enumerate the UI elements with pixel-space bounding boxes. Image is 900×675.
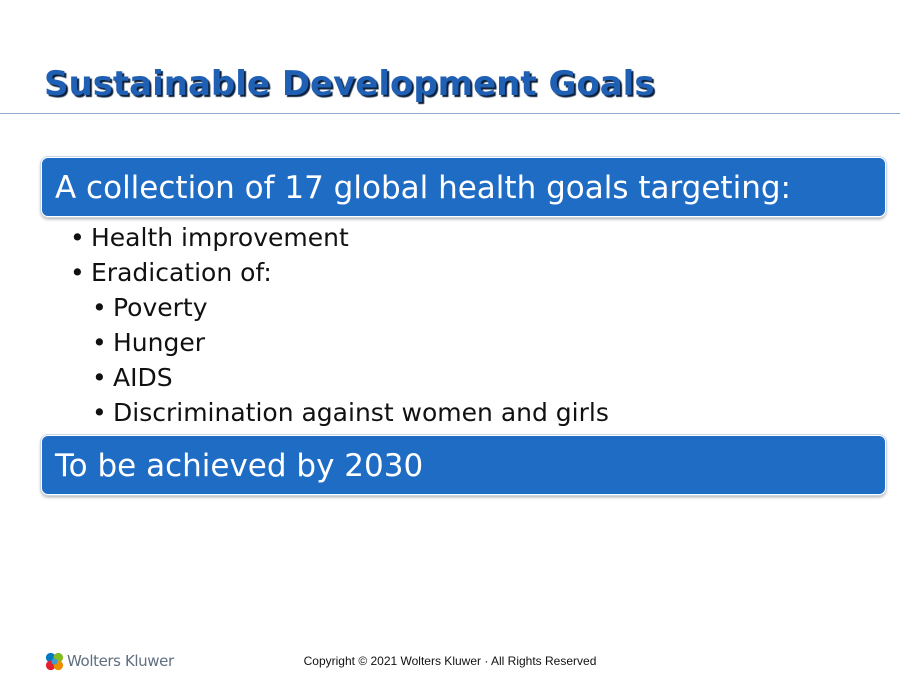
bullet-text: Hunger bbox=[113, 328, 206, 357]
slide-title: Sustainable Development Goals bbox=[44, 64, 655, 104]
bullet-list: • Health improvement • Eradication of: • Po… bbox=[70, 220, 609, 430]
wolters-kluwer-logo-icon bbox=[45, 652, 64, 670]
banner-target-year: To be achieved by 2030 bbox=[41, 435, 886, 495]
footer-copyright: Copyright © 2021 Wolters Kluwer · All Ri… bbox=[303, 654, 597, 668]
bullet-text: Discrimination against women and girls bbox=[113, 398, 609, 427]
sub-bullet-item: • Discrimination against women and girls bbox=[70, 395, 609, 430]
bullet-item: • Eradication of: bbox=[70, 255, 609, 290]
bullet-icon: • bbox=[92, 328, 107, 357]
footer-logo: Wolters Kluwer bbox=[44, 650, 174, 672]
bullet-text: AIDS bbox=[113, 363, 173, 392]
sub-bullet-item: • Poverty bbox=[70, 290, 609, 325]
bullet-icon: • bbox=[70, 223, 85, 252]
bullet-icon: • bbox=[92, 363, 107, 392]
bullet-icon: • bbox=[92, 293, 107, 322]
sub-bullet-item: • AIDS bbox=[70, 360, 609, 395]
bullet-text: Eradication of: bbox=[91, 258, 272, 287]
bullet-icon: • bbox=[70, 258, 85, 287]
bullet-item: • Health improvement bbox=[70, 220, 609, 255]
bullet-text: Poverty bbox=[113, 293, 208, 322]
bullet-text: Health improvement bbox=[91, 223, 349, 252]
logo-text: Wolters Kluwer bbox=[67, 652, 174, 670]
sub-bullet-item: • Hunger bbox=[70, 325, 609, 360]
banner-collection: A collection of 17 global health goals t… bbox=[41, 157, 886, 217]
title-divider bbox=[0, 113, 900, 114]
bullet-icon: • bbox=[92, 398, 107, 427]
